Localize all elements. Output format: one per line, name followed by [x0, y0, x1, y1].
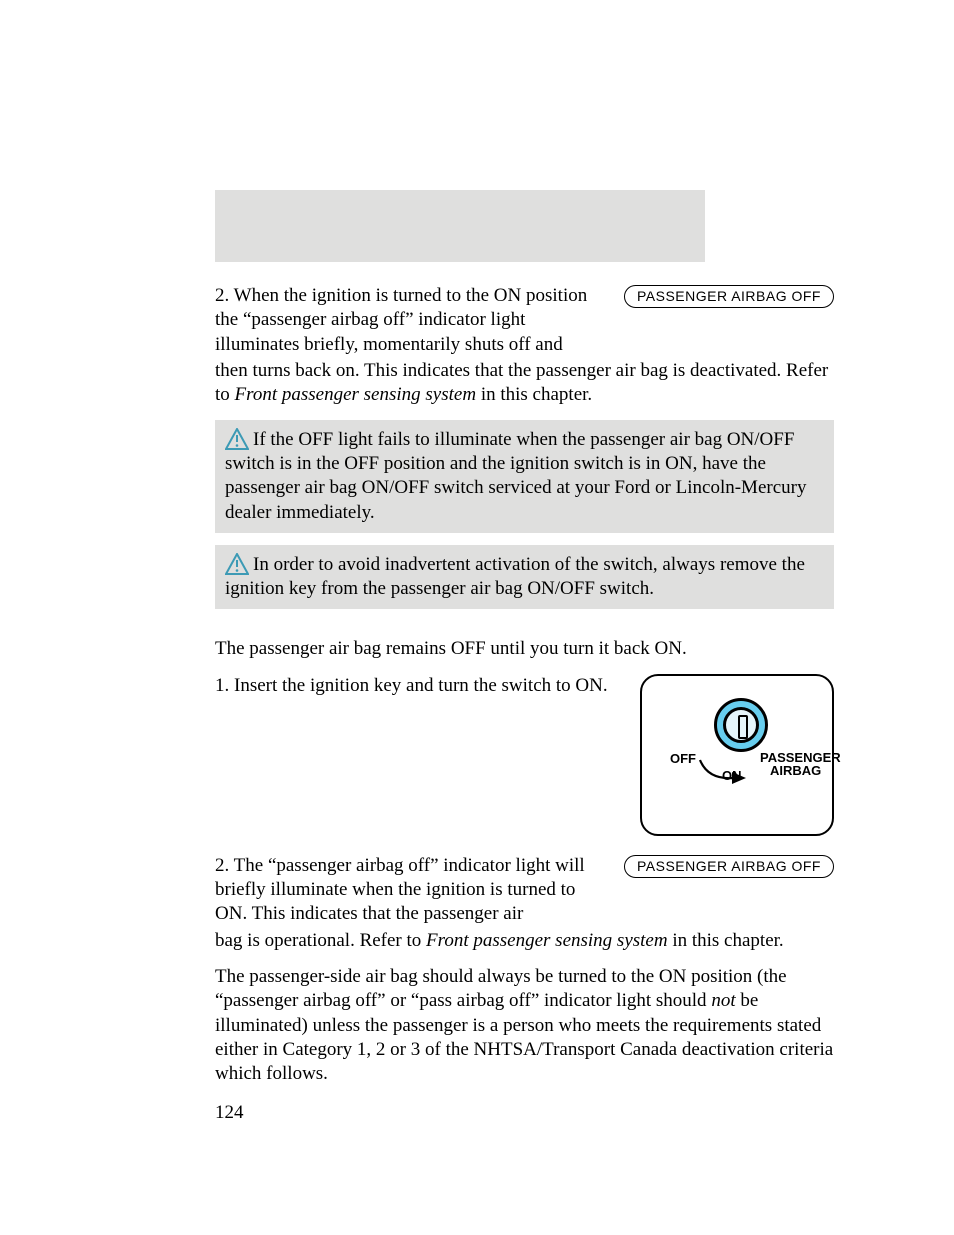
indicator-pill-airbag-off: PASSENGER AIRBAG OFF	[624, 855, 834, 878]
indicator-pill-airbag-off: PASSENGER AIRBAG OFF	[624, 285, 834, 308]
step-2-light-text-c: in this chapter.	[668, 930, 784, 951]
step-2-light-text-a: 2. The “passenger airbag off” indicator …	[215, 855, 585, 925]
caution-triangle-icon	[225, 428, 249, 450]
airbag-switch-diagram: OFF ON PASSENGER AIRBAG	[640, 674, 834, 836]
caution-callout-1: If the OFF light fails to illuminate whe…	[215, 420, 834, 533]
switch-label-off: OFF	[670, 751, 696, 768]
step-2-light-row: 2. The “passenger airbag off” indicator …	[215, 854, 834, 927]
page-number: 124	[215, 1101, 834, 1125]
step-2-ignition-row: 2. When the ignition is turned to the ON…	[215, 284, 834, 357]
switch-label-airbag: AIRBAG	[770, 763, 821, 778]
step-1-row: 1. Insert the ignition key and turn the …	[215, 674, 834, 836]
caution-1-text: If the OFF light fails to illuminate whe…	[225, 429, 806, 523]
switch-label-passenger-airbag: PASSENGER AIRBAG	[760, 751, 841, 778]
switch-knob-inner	[723, 707, 759, 743]
step-2-light-text-b: bag is operational. Refer to	[215, 930, 426, 951]
final-paragraph: The passenger-side air bag should always…	[215, 965, 834, 1087]
step-2-text-continuation: then turns back on. This indicates that …	[215, 359, 834, 408]
step-2-text-c: in this chapter.	[476, 384, 592, 405]
final-text-a: The passenger-side air bag should always…	[215, 966, 787, 1011]
step-1-text: 1. Insert the ignition key and turn the …	[215, 675, 608, 696]
front-passenger-sensing-ref: Front passenger sensing system	[426, 930, 668, 951]
caution-2-text: In order to avoid inadvertent activation…	[225, 554, 805, 599]
rotation-arrow-icon	[694, 758, 750, 788]
section-header-placeholder	[215, 190, 705, 262]
front-passenger-sensing-ref: Front passenger sensing system	[235, 384, 477, 405]
key-slot-icon	[738, 715, 748, 739]
airbag-remains-off-text: The passenger air bag remains OFF until …	[215, 637, 834, 661]
final-not-italic: not	[711, 990, 735, 1011]
step-2-text-a: 2. When the ignition is turned to the ON…	[215, 285, 587, 355]
caution-callout-2: In order to avoid inadvertent activation…	[215, 545, 834, 610]
step-2-light-continuation: bag is operational. Refer to Front passe…	[215, 929, 834, 953]
switch-knob-outer	[714, 698, 768, 752]
document-page: 2. When the ignition is turned to the ON…	[0, 0, 954, 1225]
caution-triangle-icon	[225, 553, 249, 575]
